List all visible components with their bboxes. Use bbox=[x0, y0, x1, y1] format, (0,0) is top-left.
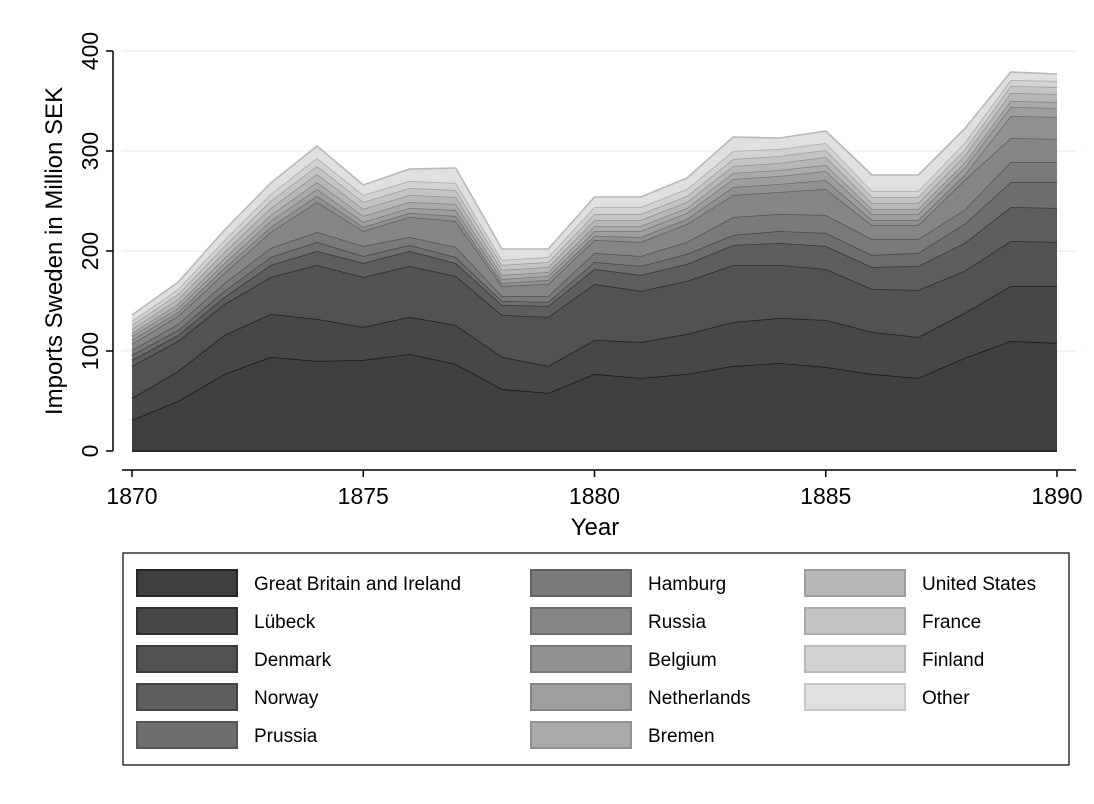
legend-label: Hamburg bbox=[648, 574, 726, 595]
y-tick-label: 100 bbox=[77, 332, 103, 370]
legend-label: Lübeck bbox=[254, 612, 316, 633]
legend-label: Finland bbox=[922, 650, 984, 671]
legend-label: Bremen bbox=[648, 726, 715, 747]
legend: Great Britain and Ireland Lübeck Denmark No… bbox=[122, 552, 1070, 766]
area-series-3 bbox=[132, 241, 1057, 398]
x-tick-label: 1890 bbox=[1031, 483, 1082, 509]
x-axis-title: Year bbox=[571, 514, 620, 541]
y-tick-label: 200 bbox=[77, 232, 103, 270]
legend-swatch bbox=[804, 569, 906, 597]
legend-swatch bbox=[804, 683, 906, 711]
legend-label: Netherlands bbox=[648, 688, 750, 709]
y-tick-label: 0 bbox=[77, 445, 103, 458]
area-series-7 bbox=[132, 138, 1057, 350]
legend-swatch bbox=[804, 607, 906, 635]
legend-label: Prussia bbox=[254, 726, 318, 747]
legend-label: Denmark bbox=[254, 650, 332, 671]
x-tick-label: 1885 bbox=[800, 483, 851, 509]
legend-label: Norway bbox=[254, 688, 319, 709]
legend-label: Belgium bbox=[648, 650, 717, 671]
legend-swatch bbox=[804, 645, 906, 673]
area-series-1 bbox=[132, 341, 1057, 451]
legend-swatch bbox=[136, 607, 238, 635]
legend-label: Other bbox=[922, 688, 970, 709]
x-tick-label: 1875 bbox=[338, 483, 389, 509]
legend-swatch bbox=[136, 721, 238, 749]
y-axis-title: Imports Sweden in Million SEK bbox=[41, 87, 68, 415]
x-tick-label: 1880 bbox=[569, 483, 620, 509]
legend-swatch bbox=[530, 569, 632, 597]
legend-swatch bbox=[530, 683, 632, 711]
legend-label: Great Britain and Ireland bbox=[254, 574, 461, 595]
legend-label: United States bbox=[922, 574, 1036, 595]
area-series-2 bbox=[132, 286, 1057, 420]
legend-swatch bbox=[136, 683, 238, 711]
area-series-6 bbox=[132, 162, 1057, 355]
legend-swatch bbox=[530, 607, 632, 635]
legend-label: Russia bbox=[648, 612, 707, 633]
legend-swatch bbox=[530, 721, 632, 749]
axes: 0 100 200 300 400 1870 1875 1880 1885 1890 bbox=[77, 32, 1083, 509]
x-tick-label: 1870 bbox=[106, 483, 157, 509]
legend-swatch bbox=[136, 645, 238, 673]
y-tick-label: 300 bbox=[77, 132, 103, 170]
area-series bbox=[131, 71, 1058, 452]
legend-swatch bbox=[530, 645, 632, 673]
legend-label: France bbox=[922, 612, 981, 633]
area-series-14 bbox=[132, 72, 1057, 321]
legend-swatch bbox=[136, 569, 238, 597]
y-tick-label: 400 bbox=[77, 32, 103, 70]
series-edge-14 bbox=[131, 71, 1058, 316]
